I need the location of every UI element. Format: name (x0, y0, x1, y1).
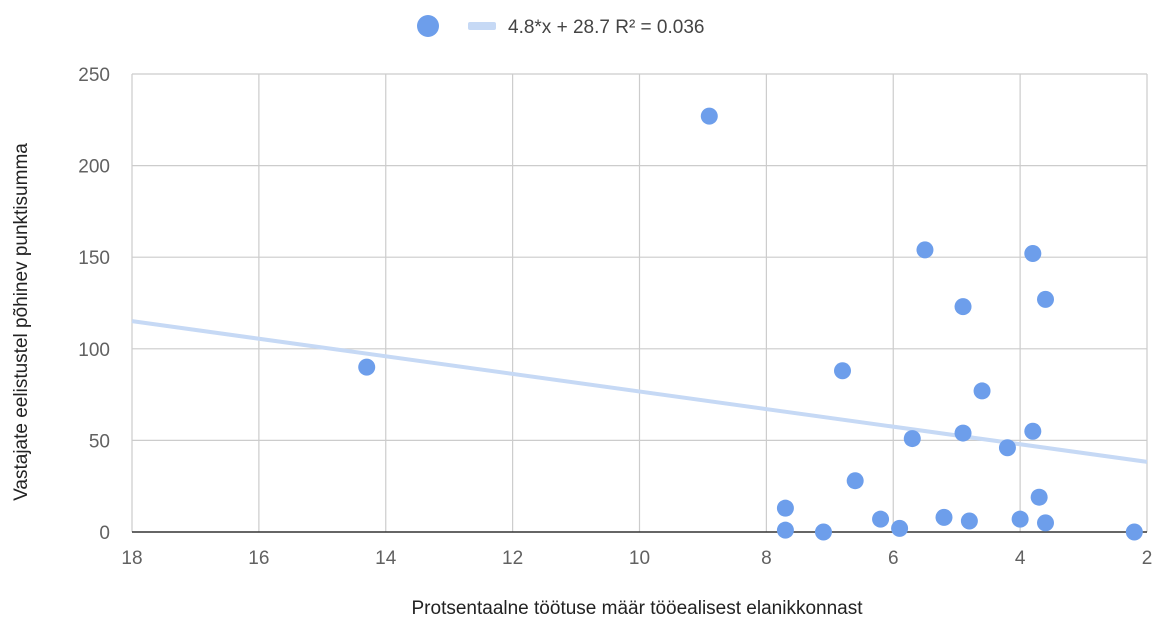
legend-trendline-swatch (468, 22, 496, 30)
y-tick-label: 100 (78, 340, 110, 361)
x-tick-label: 2 (1142, 548, 1153, 569)
trendline (131, 319, 1148, 464)
data-points-layer (358, 107, 1143, 541)
data-point (954, 424, 972, 442)
data-point (935, 508, 953, 526)
data-point (1037, 514, 1054, 532)
data-point (872, 510, 890, 528)
data-point (903, 430, 921, 448)
data-point (954, 298, 972, 316)
data-point (998, 439, 1016, 457)
x-axis-title: Protsentaalne töötuse määr tööealisest e… (412, 598, 864, 619)
y-tick-label: 200 (78, 157, 110, 178)
x-tick-label: 12 (502, 548, 523, 569)
x-tick-label: 18 (121, 548, 142, 569)
trendline-layer (131, 319, 1148, 464)
data-point (1125, 523, 1143, 541)
grid-layer (131, 73, 1148, 532)
legend-series-marker (417, 15, 439, 37)
data-point (776, 499, 794, 517)
data-point (834, 362, 851, 380)
x-tick-label: 16 (248, 548, 269, 569)
x-tick-label: 4 (1015, 548, 1026, 569)
x-tick-label: 6 (888, 548, 899, 569)
data-point (960, 512, 978, 530)
data-point (1030, 488, 1048, 506)
legend-trendline-label: 4.8*x + 28.7 R² = 0.036 (508, 17, 704, 38)
y-tick-label: 0 (99, 523, 110, 544)
y-axis-title: Vastajate eelistustel põhinev punktisumm… (11, 143, 32, 501)
data-point (700, 107, 718, 125)
data-point (973, 382, 991, 400)
y-tick-label: 50 (89, 431, 110, 452)
legend: 4.8*x + 28.7 R² = 0.036 (417, 15, 704, 38)
x-tick-label: 8 (761, 548, 772, 569)
data-point (891, 519, 909, 537)
y-tick-label: 150 (78, 248, 110, 269)
tick-label-layer: 18 16 14 12 10 8 6 4 2 0 50 100 150 200 250 (78, 65, 1152, 569)
data-point (358, 358, 376, 376)
data-point (1037, 290, 1054, 308)
data-point (846, 472, 864, 490)
data-point (1011, 510, 1029, 528)
data-point (916, 241, 934, 259)
y-tick-label: 250 (78, 65, 110, 86)
data-point (814, 523, 832, 541)
data-point (1024, 245, 1042, 263)
data-point (776, 521, 794, 539)
x-tick-label: 14 (375, 548, 397, 569)
x-tick-label: 10 (629, 548, 650, 569)
data-point (1024, 422, 1042, 440)
